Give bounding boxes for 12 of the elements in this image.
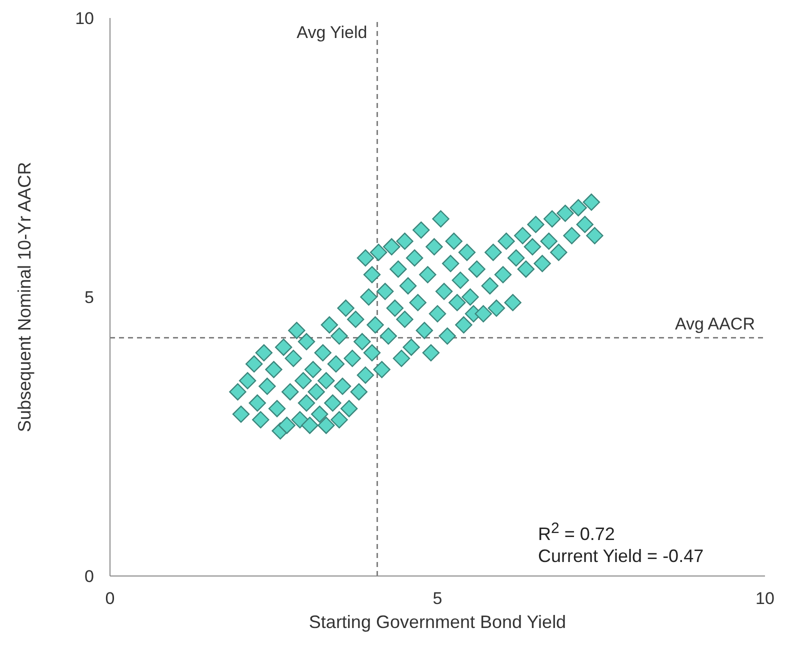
ref-line-label: Avg Yield <box>296 23 368 42</box>
y-tick-label: 5 <box>84 288 94 308</box>
annotation: R$^{2}$ = 0.72 <box>538 519 616 545</box>
annotation: Current Yield = -0.47 <box>538 545 704 567</box>
x-tick-label: 10 <box>756 589 774 608</box>
x-tick-label: 0 <box>105 589 115 608</box>
y-axis-title: Subsequent Nominal 10-Yr AACR <box>14 162 34 432</box>
x-axis-title: Starting Government Bond Yield <box>308 612 566 632</box>
ref-line-label: Avg AACR <box>674 314 755 334</box>
y-tick-label: 10 <box>75 9 94 28</box>
x-tick-label: 5 <box>432 589 442 608</box>
y-tick-label: 0 <box>84 567 94 586</box>
